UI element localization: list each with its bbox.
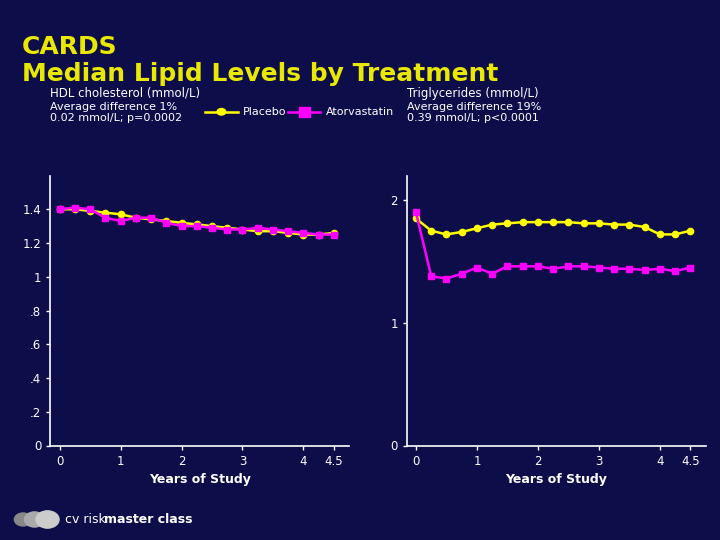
Text: Average difference 19%: Average difference 19% [407,102,541,112]
Text: CARDS: CARDS [22,35,117,59]
Text: HDL cholesterol (mmol/L): HDL cholesterol (mmol/L) [50,87,201,100]
Text: cv risk: cv risk [65,513,106,526]
Text: Triglycerides (mmol/L): Triglycerides (mmol/L) [407,87,539,100]
Text: Placebo: Placebo [243,107,286,117]
Text: master class: master class [104,513,193,526]
Text: Median Lipid Levels by Treatment: Median Lipid Levels by Treatment [22,62,498,86]
Text: Average difference 1%: Average difference 1% [50,102,178,112]
X-axis label: Years of Study: Years of Study [149,473,251,486]
Text: 0.39 mmol/L; p<0.0001: 0.39 mmol/L; p<0.0001 [407,113,539,123]
Text: 0.02 mmol/L; p=0.0002: 0.02 mmol/L; p=0.0002 [50,113,183,123]
Text: Atorvastatin: Atorvastatin [325,107,394,117]
X-axis label: Years of Study: Years of Study [505,473,607,486]
